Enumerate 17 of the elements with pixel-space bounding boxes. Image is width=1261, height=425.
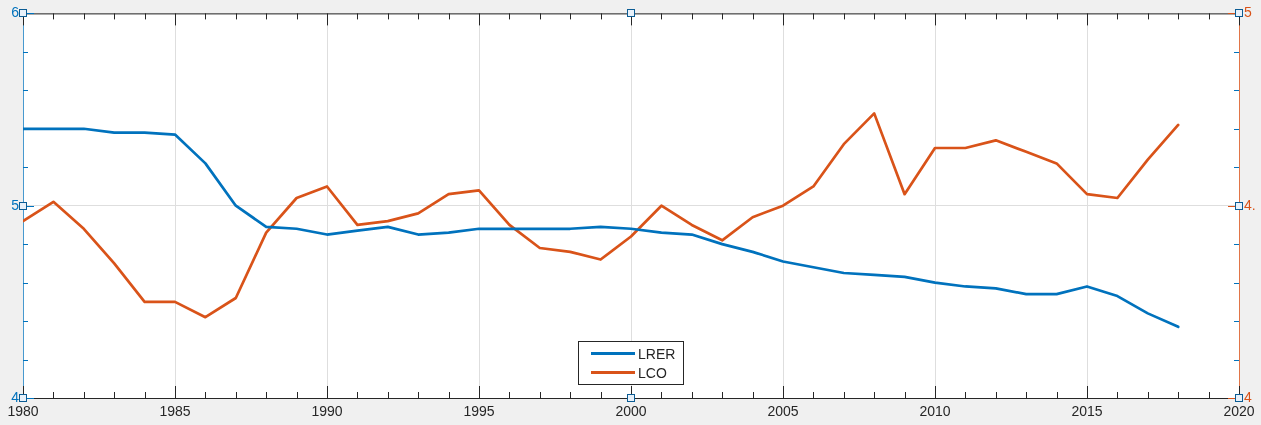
x-tick-label: 1980 [7,403,39,420]
x-tick-label: 2000 [615,403,647,420]
y-tick-label: 6 [11,4,20,21]
x-tick-label: 1990 [311,403,343,420]
legend-label: LCO [638,364,667,381]
x-tick-label: 2010 [919,403,951,420]
y-tick-label: 5 [11,196,20,213]
x-tick-label: 1995 [463,403,495,420]
x-tick-label: 1985 [159,403,191,420]
legend-label: LRER [638,345,676,362]
x-tick-label: 2005 [767,403,799,420]
x-tick-label: 2020 [1223,403,1255,420]
y2-tick-label: 4 [1244,388,1252,405]
y2-tick-label: 4. [1244,196,1256,213]
y2-tick-label: 5 [1244,4,1252,21]
x-tick-label: 2015 [1071,403,1103,420]
y-tick-label: 4 [11,388,20,405]
